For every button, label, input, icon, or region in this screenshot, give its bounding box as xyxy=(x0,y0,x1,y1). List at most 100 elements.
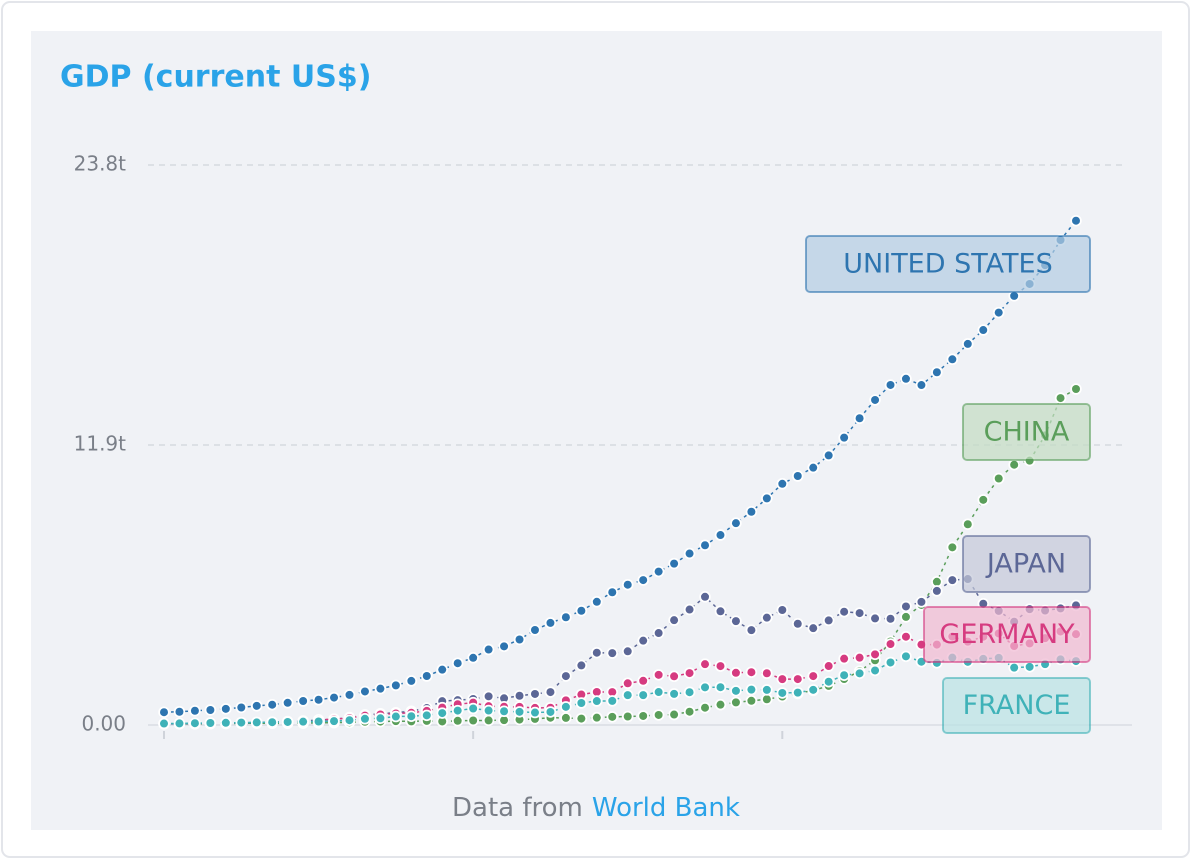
series-label-tint xyxy=(944,679,1089,732)
point xyxy=(1008,290,1020,302)
point xyxy=(884,613,897,625)
point xyxy=(992,472,1005,485)
point xyxy=(544,617,557,629)
point xyxy=(652,709,665,721)
point xyxy=(621,689,634,701)
point xyxy=(822,675,835,688)
point xyxy=(621,710,634,723)
point xyxy=(529,624,541,636)
point xyxy=(513,633,526,646)
point xyxy=(451,704,464,717)
point xyxy=(853,607,866,619)
point xyxy=(390,710,402,723)
point xyxy=(977,324,990,336)
point xyxy=(621,677,634,690)
point xyxy=(591,711,603,724)
point xyxy=(668,670,680,683)
point xyxy=(204,704,217,716)
y-tick-label: 0.00 xyxy=(81,712,126,736)
point xyxy=(281,697,294,709)
point xyxy=(838,669,850,681)
point xyxy=(745,624,758,636)
y-tick-label: 11.9t xyxy=(74,432,127,456)
point xyxy=(560,701,572,713)
series xyxy=(158,650,1082,730)
point xyxy=(297,695,309,707)
point xyxy=(328,691,340,704)
series-label: FRANCE xyxy=(963,690,1071,721)
point xyxy=(992,306,1005,319)
point xyxy=(467,652,479,664)
point xyxy=(900,650,912,663)
point xyxy=(699,658,711,670)
point xyxy=(250,716,263,729)
point xyxy=(900,611,912,623)
point xyxy=(266,716,278,728)
point xyxy=(761,693,773,706)
point xyxy=(792,686,804,699)
point xyxy=(838,605,850,618)
point xyxy=(652,669,665,681)
point xyxy=(946,541,959,554)
point xyxy=(745,506,758,518)
point xyxy=(374,712,387,725)
point xyxy=(606,647,619,659)
point xyxy=(683,603,696,616)
series-label: CHINA xyxy=(984,417,1070,448)
point xyxy=(482,690,495,703)
point xyxy=(467,702,479,715)
point xyxy=(544,706,557,718)
point xyxy=(946,574,959,586)
point xyxy=(637,675,649,687)
point xyxy=(575,697,588,709)
point xyxy=(776,687,789,699)
point xyxy=(714,605,727,618)
point xyxy=(838,431,850,444)
point xyxy=(730,615,742,627)
point xyxy=(807,622,819,634)
point xyxy=(575,605,588,617)
source-link[interactable]: World Bank xyxy=(592,793,740,823)
series-label-tint xyxy=(964,537,1089,591)
point xyxy=(482,714,495,727)
point xyxy=(652,627,665,639)
point xyxy=(807,670,819,682)
point xyxy=(312,694,325,706)
point xyxy=(390,679,402,692)
point xyxy=(482,704,495,717)
point xyxy=(822,614,835,627)
point xyxy=(575,712,588,725)
point xyxy=(250,700,263,712)
point xyxy=(297,715,309,728)
point xyxy=(699,701,711,714)
point xyxy=(853,651,866,664)
point xyxy=(235,701,248,714)
point xyxy=(869,664,881,677)
point xyxy=(915,379,928,391)
point xyxy=(683,547,696,560)
point xyxy=(730,696,742,709)
point xyxy=(745,695,758,707)
point xyxy=(730,517,742,529)
series xyxy=(158,214,1082,718)
point xyxy=(637,634,649,647)
point xyxy=(281,716,294,728)
point xyxy=(652,565,665,578)
point xyxy=(714,660,727,672)
point xyxy=(343,689,356,701)
point xyxy=(436,663,448,676)
series-label-tint xyxy=(925,608,1089,661)
point xyxy=(1008,661,1020,674)
point xyxy=(946,353,959,366)
point xyxy=(204,717,217,729)
source-prefix: Data from xyxy=(452,793,583,823)
point xyxy=(699,681,711,694)
point xyxy=(560,670,572,682)
point xyxy=(482,643,495,656)
series-label-bg xyxy=(925,608,1089,661)
point xyxy=(189,717,201,729)
point xyxy=(962,338,974,350)
point xyxy=(714,681,727,693)
point xyxy=(761,492,773,505)
